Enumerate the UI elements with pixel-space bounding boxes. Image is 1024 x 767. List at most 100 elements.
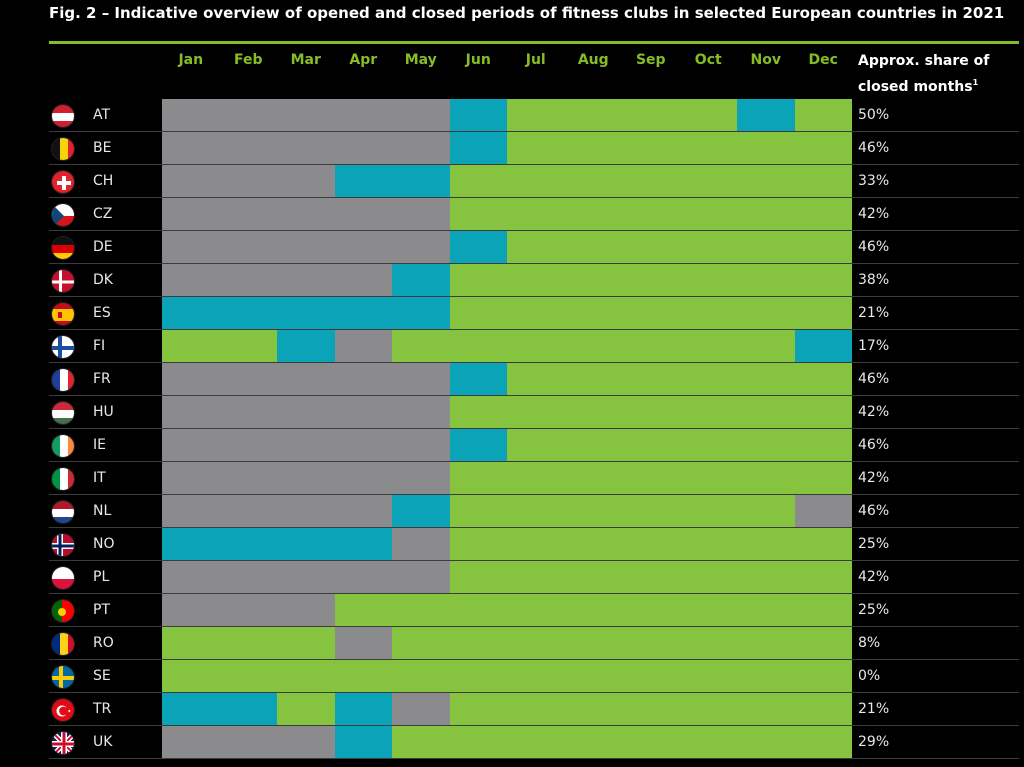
country-code: FR — [93, 371, 111, 387]
flag-no-icon — [51, 533, 75, 557]
closed-share-value: 17% — [858, 338, 890, 354]
closed-share-value: 46% — [858, 371, 890, 387]
period-bar-closed — [334, 627, 392, 659]
closed-share-value: 29% — [858, 734, 890, 750]
period-bar-partially-open — [737, 99, 795, 131]
period-bar-partially-open — [334, 693, 392, 725]
closed-share-value: 8% — [858, 635, 881, 651]
period-bar-partially-open — [449, 231, 507, 263]
flag-be-icon — [51, 137, 75, 161]
flag-uk-icon — [51, 731, 75, 755]
period-bar-open — [277, 693, 335, 725]
country-row-no: NO 25% — [49, 528, 1019, 561]
period-bar-open — [507, 99, 737, 131]
country-row-be: BE 46% — [49, 132, 1019, 165]
period-bar-open — [162, 627, 335, 659]
period-bar-open — [507, 429, 852, 461]
country-row-fi: FI 17% — [49, 330, 1019, 363]
month-header-nov: Nov — [750, 52, 781, 68]
country-code: DK — [93, 272, 113, 288]
country-code: NL — [93, 503, 112, 519]
period-bar-partially-open — [162, 528, 392, 560]
country-code: FI — [93, 338, 106, 354]
period-bar-partially-open — [794, 330, 852, 362]
period-bar-closed — [162, 99, 450, 131]
country-row-nl: NL 46% — [49, 495, 1019, 528]
period-bar-partially-open — [162, 297, 450, 329]
period-bar-open — [449, 462, 852, 494]
row-divider — [49, 626, 1019, 627]
flag-fr-icon — [51, 368, 75, 392]
period-bar-open — [449, 264, 852, 296]
period-bar-closed — [392, 528, 450, 560]
closed-share-value: 25% — [858, 602, 890, 618]
flag-dk-icon — [51, 269, 75, 293]
period-bar-closed — [162, 462, 450, 494]
country-row-cz: CZ 42% — [49, 198, 1019, 231]
month-header-sep: Sep — [635, 52, 666, 68]
closed-share-value: 46% — [858, 140, 890, 156]
month-header-aug: Aug — [577, 52, 609, 68]
flag-ch-icon — [51, 170, 75, 194]
row-divider — [49, 230, 1019, 231]
period-bar-open — [449, 198, 852, 230]
closed-share-value: 33% — [858, 173, 890, 189]
period-bar-open — [449, 693, 852, 725]
country-code: IE — [93, 437, 106, 453]
row-divider — [49, 197, 1019, 198]
period-bar-closed — [162, 495, 392, 527]
row-divider — [49, 758, 1019, 759]
flag-pt-icon — [51, 599, 75, 623]
period-bar-open — [449, 495, 795, 527]
row-divider — [49, 593, 1019, 594]
country-code: HU — [93, 404, 114, 420]
period-bar-open — [507, 231, 852, 263]
country-row-de: DE 46% — [49, 231, 1019, 264]
flag-it-icon — [51, 467, 75, 491]
closed-share-value: 42% — [858, 206, 890, 222]
country-code: DE — [93, 239, 113, 255]
period-bar-closed — [162, 363, 450, 395]
country-row-pl: PL 42% — [49, 561, 1019, 594]
country-code: CH — [93, 173, 114, 189]
period-bar-open — [449, 165, 852, 197]
period-bar-partially-open — [449, 132, 507, 164]
closed-share-value: 0% — [858, 668, 881, 684]
row-divider — [49, 494, 1019, 495]
country-code: UK — [93, 734, 113, 750]
row-divider — [49, 263, 1019, 264]
period-bar-open — [334, 594, 852, 626]
country-row-es: ES 21% — [49, 297, 1019, 330]
period-bar-closed — [162, 429, 450, 461]
period-bar-open — [162, 660, 852, 692]
country-code: NO — [93, 536, 115, 552]
period-bar-partially-open — [392, 495, 450, 527]
row-divider — [49, 164, 1019, 165]
row-divider — [49, 131, 1019, 132]
period-bar-open — [449, 396, 852, 428]
row-divider — [49, 725, 1019, 726]
flag-cz-icon — [51, 203, 75, 227]
country-row-ch: CH 33% — [49, 165, 1019, 198]
period-bar-open — [449, 297, 852, 329]
closed-share-value: 46% — [858, 437, 890, 453]
period-bar-open — [392, 726, 852, 758]
country-row-pt: PT 25% — [49, 594, 1019, 627]
closed-share-value: 21% — [858, 305, 890, 321]
flag-fi-icon — [51, 335, 75, 359]
chart-title: Fig. 2 – Indicative overview of opened a… — [49, 4, 1005, 22]
row-divider — [49, 329, 1019, 330]
period-bar-open — [392, 627, 852, 659]
country-code: BE — [93, 140, 112, 156]
row-divider — [49, 659, 1019, 660]
closed-share-value: 42% — [858, 569, 890, 585]
country-row-se: SE 0% — [49, 660, 1019, 693]
flag-tr-icon — [51, 698, 75, 722]
country-row-it: IT 42% — [49, 462, 1019, 495]
country-code: PT — [93, 602, 110, 618]
country-code: PL — [93, 569, 110, 585]
period-bar-partially-open — [277, 330, 335, 362]
closed-share-value: 38% — [858, 272, 890, 288]
month-header-jul: Jul — [525, 52, 546, 68]
period-bar-partially-open — [449, 99, 507, 131]
